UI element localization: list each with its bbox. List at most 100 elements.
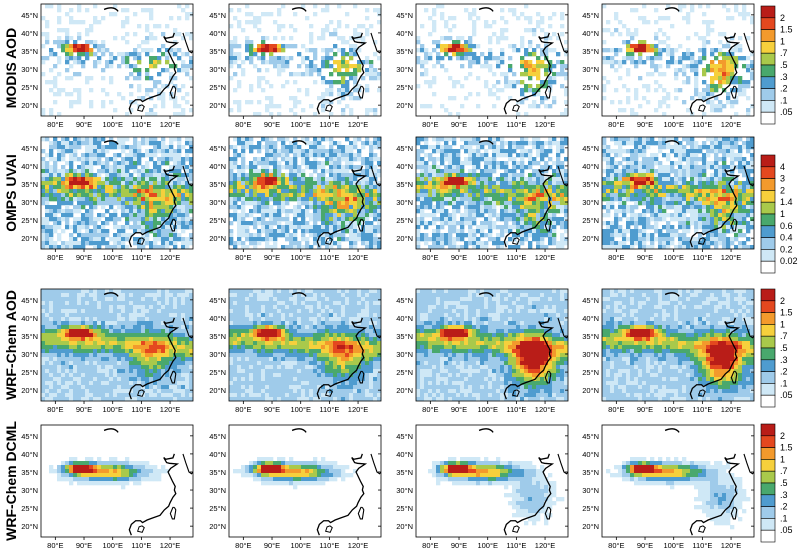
x-tick-label: 110°E	[692, 253, 712, 262]
x-tick-label: 90°E	[76, 120, 92, 129]
taiwan-outline	[730, 506, 738, 520]
map-panel: 80°E 90°E 100°E 110°E 120°E 45°N 40°N 35°N 30°N 2…	[582, 424, 755, 549]
coastline	[503, 317, 555, 400]
colorbar-swatch	[760, 178, 776, 191]
coastline	[316, 165, 368, 248]
panel-frame	[601, 3, 755, 117]
colorbar-swatch	[760, 41, 776, 54]
x-tick-label: 100°E	[102, 541, 123, 549]
korea-coastline	[370, 32, 381, 54]
colorbar-label: 0.4	[780, 233, 793, 243]
y-tick-label: 30°N	[396, 350, 413, 359]
y-tick-label: 25°N	[582, 504, 599, 513]
colorbar-swatch	[760, 76, 776, 89]
colorbar-label: .2	[780, 84, 788, 94]
y-tick-label: 35°N	[396, 468, 413, 477]
panel-frame	[228, 424, 382, 538]
colorbar: 2 1.51 .7 .5 .3 .2.1 .05	[760, 423, 793, 543]
x-tick-label: 120°E	[721, 541, 742, 549]
x-tick-label: 90°E	[76, 253, 92, 262]
panel-frame	[40, 3, 194, 117]
y-tick-label: 30°N	[582, 486, 599, 495]
lake-outline	[664, 428, 680, 433]
colorbar-label: .05	[780, 390, 793, 400]
y-tick-label: 40°N	[21, 450, 38, 459]
colorbar-label: 1	[780, 319, 785, 329]
x-tick-label: 90°E	[451, 253, 467, 262]
taiwan-outline	[357, 506, 365, 520]
x-tick-label: 120°E	[535, 253, 556, 262]
y-tick-label: 35°N	[582, 332, 599, 341]
colorbar-swatch	[760, 335, 776, 349]
coastline	[689, 453, 741, 536]
x-tick-label: 90°E	[264, 405, 280, 414]
colorbar-label: 2	[780, 185, 785, 195]
hainan-outline	[325, 104, 333, 112]
colorbar-swatch	[760, 518, 776, 531]
y-tick-label: 35°N	[396, 180, 413, 189]
y-tick-label: 30°N	[21, 198, 38, 207]
y-tick-label: 30°N	[209, 198, 226, 207]
y-tick-label: 45°N	[209, 144, 226, 153]
y-tick-label: 40°N	[209, 162, 226, 171]
colorbar-label: .5	[780, 343, 788, 353]
x-tick-label: 90°E	[264, 541, 280, 549]
y-tick-label: 20°N	[209, 386, 226, 395]
x-tick-label: 110°E	[131, 120, 151, 129]
y-tick-label: 45°N	[396, 432, 413, 441]
y-tick-label: 20°N	[582, 234, 599, 243]
colorbar-swatch	[760, 494, 776, 507]
y-tick-label: 45°N	[582, 11, 599, 20]
y-tick-label: 35°N	[21, 332, 38, 341]
taiwan-outline	[169, 370, 177, 384]
y-tick-label: 25°N	[21, 368, 38, 377]
y-tick-label: 25°N	[21, 504, 38, 513]
x-tick-label: 110°E	[506, 541, 526, 549]
x-tick-label: 110°E	[692, 405, 712, 414]
colorbar-label: .3	[780, 490, 788, 500]
x-tick-label: 90°E	[637, 253, 653, 262]
colorbar-label: 0.6	[780, 221, 793, 231]
colorbar-label: .1	[780, 513, 788, 523]
y-tick-label: 25°N	[396, 368, 413, 377]
hainan-outline	[137, 525, 145, 533]
y-tick-label: 35°N	[582, 468, 599, 477]
colorbar-label: 2	[780, 431, 785, 441]
colorbar-label: 4	[780, 162, 785, 172]
hainan-outline	[325, 525, 333, 533]
x-tick-label: 100°E	[663, 253, 684, 262]
y-tick-label: 30°N	[396, 198, 413, 207]
lake-outline	[664, 7, 680, 12]
y-tick-label: 45°N	[396, 144, 413, 153]
y-tick-label: 35°N	[21, 180, 38, 189]
x-tick-label: 100°E	[663, 541, 684, 549]
map-panel: 80°E 90°E 100°E 110°E 120°E 45°N 40°N 35°N 30°N 2…	[209, 3, 382, 129]
x-tick-label: 110°E	[319, 541, 339, 549]
x-tick-label: 110°E	[131, 405, 151, 414]
map-panel: 80°E 90°E 100°E 110°E 120°E 45°N 40°N 35°N 30°N 2…	[396, 3, 569, 129]
x-tick-label: 80°E	[422, 405, 438, 414]
x-tick-label: 120°E	[535, 541, 556, 549]
colorbar-label: .1	[780, 95, 788, 105]
y-tick-label: 25°N	[396, 83, 413, 92]
x-tick-label: 100°E	[290, 541, 311, 549]
colorbar-swatch	[760, 260, 776, 274]
y-tick-label: 40°N	[396, 29, 413, 38]
x-tick-label: 100°E	[290, 405, 311, 414]
colorbar-swatch	[760, 288, 776, 302]
colorbar-swatch	[760, 347, 776, 361]
y-tick-label: 20°N	[209, 101, 226, 110]
colorbar-swatch	[760, 394, 776, 408]
x-tick-label: 120°E	[721, 253, 742, 262]
y-tick-label: 30°N	[209, 350, 226, 359]
map-panel: 80°E 90°E 100°E 110°E 120°E 45°N 40°N 35°N 30°N 2…	[582, 136, 755, 262]
y-tick-label: 25°N	[209, 216, 226, 225]
x-tick-label: 120°E	[535, 120, 556, 129]
coastline	[689, 32, 741, 115]
y-tick-label: 20°N	[396, 386, 413, 395]
hainan-outline	[325, 237, 333, 245]
y-tick-label: 30°N	[209, 486, 226, 495]
colorbar-swatch	[760, 447, 776, 460]
colorbar-label: .7	[780, 331, 788, 341]
panel-frame	[40, 288, 194, 402]
